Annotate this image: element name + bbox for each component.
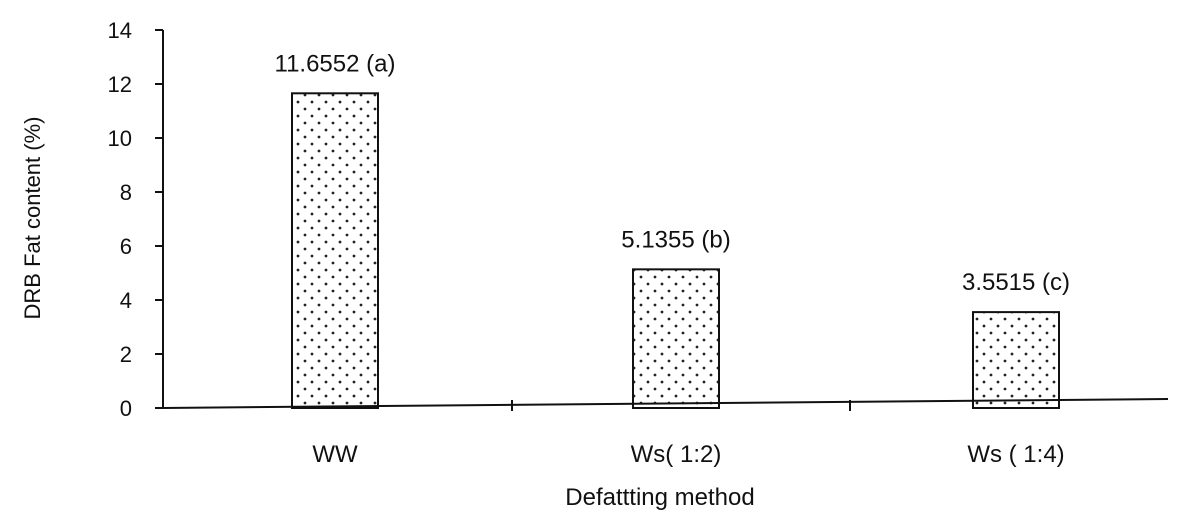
bar-3 [972, 311, 1060, 409]
y-tick-label: 4 [120, 288, 132, 313]
x-axis-line [162, 398, 1169, 409]
bar-2 [632, 268, 720, 409]
y-tick-label: 6 [120, 234, 132, 259]
data-label: 11.6552 (a) [275, 50, 396, 77]
data-label: 3.5515 (c) [962, 269, 1070, 296]
y-tick-label: 10 [108, 126, 132, 151]
x-tick-label: WW [312, 441, 358, 468]
y-axis-title: DRB Fat content (%) [20, 117, 45, 320]
x-tick-label: Ws ( 1:4) [967, 441, 1064, 468]
bar-1 [291, 92, 379, 409]
x-tick-label: Ws( 1:2) [631, 441, 722, 468]
y-tick-label: 0 [120, 396, 132, 421]
y-tick-label: 14 [108, 18, 132, 43]
bars [291, 92, 1060, 409]
x-axis-title: Defattting method [565, 484, 754, 511]
data-label: 5.1355 (b) [621, 226, 730, 253]
y-tick-label: 8 [120, 180, 132, 205]
y-tick-label: 12 [108, 72, 132, 97]
y-tick-label: 2 [120, 342, 132, 367]
y-axis-ticks: 0 2 4 6 8 10 12 14 [108, 18, 163, 421]
data-labels: 11.6552 (a) 5.1355 (b) 3.5515 (c) [275, 50, 1071, 296]
x-axis-ticks: WW Ws( 1:2) Ws ( 1:4) [312, 400, 1065, 468]
